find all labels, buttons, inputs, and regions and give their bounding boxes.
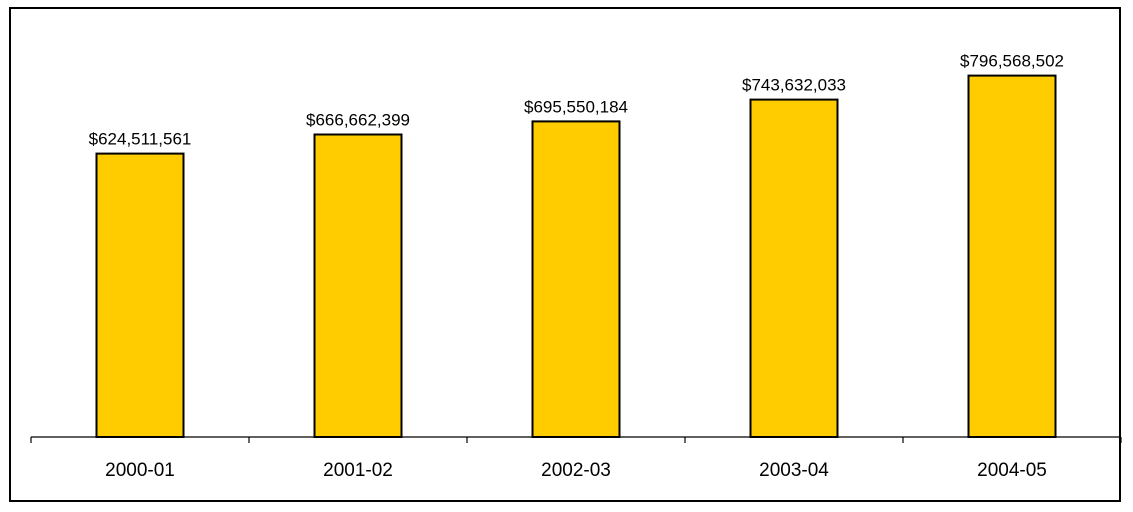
x-tick-label: 2003-04 (759, 460, 829, 481)
bar-2000-01 (95, 152, 185, 438)
x-tick-label: 2004-05 (977, 460, 1047, 481)
bar-2004-05 (967, 74, 1057, 438)
value-labels-layer: $624,511,561 $666,662,399 $695,550,184 $743… (89, 52, 1064, 149)
bar-value-label: $666,662,399 (306, 111, 410, 130)
bar-value-label: $695,550,184 (524, 97, 628, 116)
bar-value-label: $743,632,033 (742, 76, 846, 95)
bar-value-label: $624,511,561 (89, 130, 192, 149)
x-tick-label: 2000-01 (105, 460, 175, 481)
bar-2001-02 (313, 133, 403, 438)
x-tick-labels-layer: 2000-01 2001-02 2002-03 2003-04 2004-05 (105, 460, 1047, 481)
bar-value-label: $796,568,502 (960, 52, 1064, 71)
x-tick-label: 2001-02 (323, 460, 393, 481)
bar-2002-03 (531, 120, 621, 439)
x-ticks-layer (30, 437, 1122, 443)
bar-2003-04 (749, 98, 839, 438)
bars-layer (95, 74, 1057, 439)
x-tick-label: 2002-03 (541, 460, 611, 481)
